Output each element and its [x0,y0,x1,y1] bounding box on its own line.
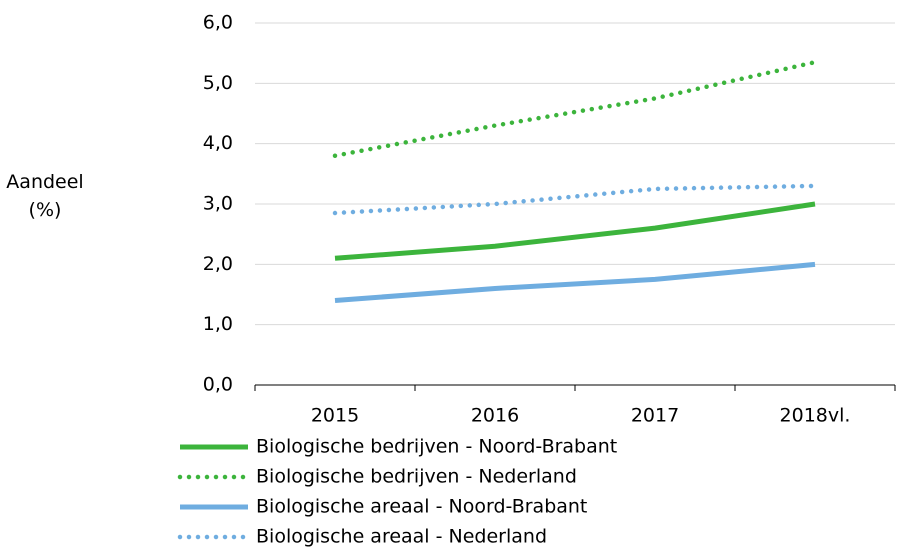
legend-label: Biologische bedrijven - Nederland [256,466,577,488]
x-tick-label: 2016 [471,405,519,427]
y-tick-label: 3,0 [203,193,233,215]
y-tick-label: 1,0 [203,313,233,335]
series-line [334,261,816,304]
legend-label: Biologische bedrijven - Noord-Brabant [256,436,617,458]
legend-label: Biologische areaal - Nederland [256,526,547,548]
series-line [332,59,818,158]
y-tick-label: 4,0 [203,132,233,154]
y-axis-label: Aandeel (%) [6,171,84,221]
series-line [332,183,818,216]
series-line [334,201,816,261]
y-tick-label: 0,0 [203,374,233,396]
legend-label: Biologische areaal - Noord-Brabant [256,496,587,518]
x-tick-label: 2015 [311,405,359,427]
x-tick-label: 2018vl. [780,405,851,427]
y-tick-label: 2,0 [203,253,233,275]
y-tick-label: 6,0 [203,12,233,34]
y-tick-label: 5,0 [203,72,233,94]
x-tick-label: 2017 [631,405,679,427]
